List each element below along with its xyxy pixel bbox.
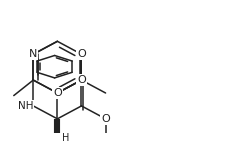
Text: N: N (29, 49, 37, 59)
Text: O: O (77, 75, 86, 85)
Text: NH: NH (18, 101, 33, 111)
Text: O: O (101, 114, 110, 124)
Text: H: H (62, 133, 70, 143)
Text: O: O (77, 49, 86, 59)
Text: O: O (53, 88, 62, 98)
